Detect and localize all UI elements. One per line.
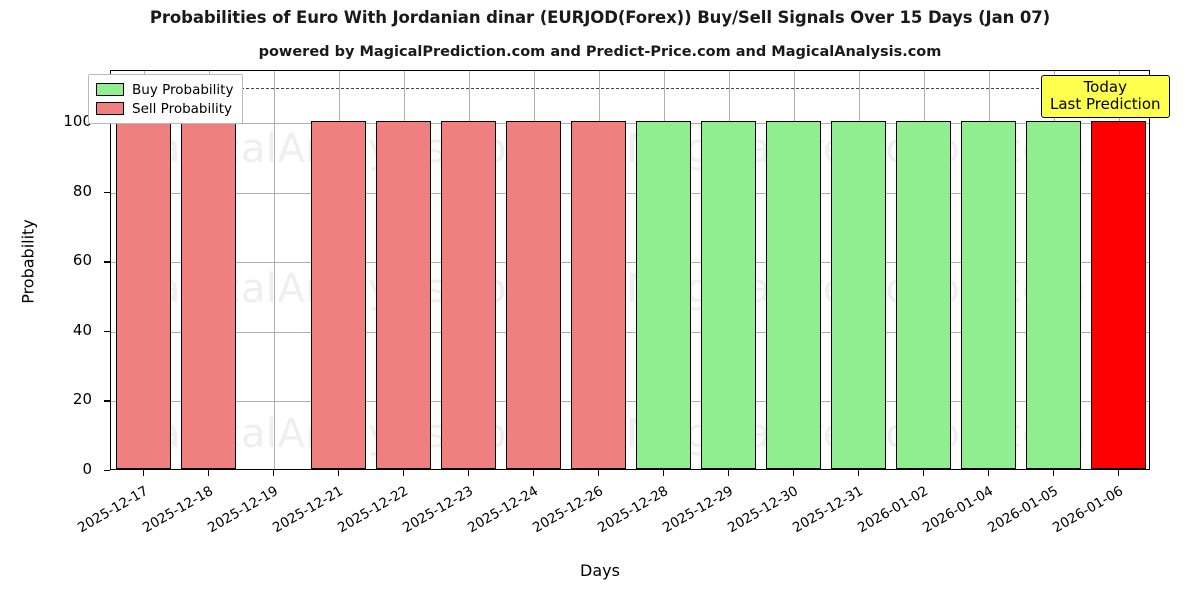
x-tick-mark: [792, 470, 794, 476]
x-tick-mark: [922, 470, 924, 476]
legend-swatch-buy: [96, 83, 124, 96]
plot-area: MagicalAnalysis.comMagicalPrediction.com…: [110, 70, 1150, 470]
y-tick-mark: [104, 191, 110, 194]
y-tick-label: 40: [72, 320, 92, 339]
y-tick-label: 80: [72, 181, 92, 200]
legend-item-buy[interactable]: Buy Probability: [96, 80, 233, 99]
gridline-h: [111, 192, 1149, 194]
bar-buy: [960, 121, 1017, 469]
bar-sell: [440, 121, 497, 469]
x-tick-mark: [467, 470, 469, 476]
x-tick-mark: [402, 470, 404, 476]
y-tick-mark: [104, 400, 110, 402]
x-tick-mark: [1117, 470, 1119, 476]
chart-title: Probabilities of Euro With Jordanian din…: [149, 8, 1051, 27]
bar-sell: [505, 121, 562, 469]
x-tick-mark: [1052, 470, 1054, 476]
bar-buy: [700, 121, 757, 469]
gridline-h: [111, 401, 1149, 403]
gridline-h: [111, 331, 1149, 333]
legend: Buy Probability Sell Probability: [88, 74, 244, 124]
x-tick-mark: [532, 470, 534, 476]
x-tick-mark: [662, 470, 664, 476]
x-axis-label: Days: [580, 561, 620, 580]
y-tick-mark: [104, 330, 110, 333]
gridline-v: [273, 71, 275, 469]
gridline-h: [111, 123, 1149, 125]
bar-today: [1090, 121, 1147, 469]
today-annotation-line2: Last Prediction: [1050, 94, 1161, 113]
legend-swatch-sell: [96, 102, 124, 115]
bar-sell: [310, 121, 367, 469]
chart-subtitle: powered by MagicalPrediction.com and Pre…: [258, 44, 942, 60]
y-axis-label: Probability: [18, 219, 38, 304]
today-annotation-line1: Today: [1083, 78, 1127, 96]
x-tick-mark: [597, 470, 599, 476]
today-annotation: Today Last Prediction: [1041, 75, 1170, 118]
legend-label-buy: Buy Probability: [132, 81, 234, 98]
y-tick-label: 100: [63, 112, 92, 131]
y-tick-label: 60: [72, 251, 92, 270]
x-tick-mark: [857, 470, 859, 476]
bar-series: [111, 71, 1149, 469]
bar-buy: [765, 121, 822, 469]
legend-label-sell: Sell Probability: [132, 100, 233, 117]
y-tick-mark: [104, 470, 110, 472]
bar-buy: [830, 121, 887, 469]
bar-buy: [1025, 121, 1082, 469]
bar-buy: [635, 121, 692, 469]
y-tick-mark: [104, 261, 110, 263]
x-tick-mark: [272, 470, 274, 476]
y-tick-label: 0: [82, 460, 92, 478]
bar-sell: [375, 121, 432, 469]
x-tick-mark: [337, 470, 339, 476]
x-tick-mark: [142, 470, 144, 476]
gridline-h: [111, 262, 1149, 264]
bar-sell: [115, 121, 172, 469]
x-tick-mark: [727, 470, 729, 476]
bar-buy: [895, 121, 952, 469]
legend-item-sell[interactable]: Sell Probability: [96, 99, 233, 118]
x-tick-mark: [987, 470, 989, 476]
y-tick-label: 20: [72, 390, 92, 409]
bar-sell: [570, 121, 627, 469]
reference-line: [111, 88, 1149, 90]
x-tick-mark: [207, 470, 209, 476]
bar-sell: [180, 121, 237, 469]
